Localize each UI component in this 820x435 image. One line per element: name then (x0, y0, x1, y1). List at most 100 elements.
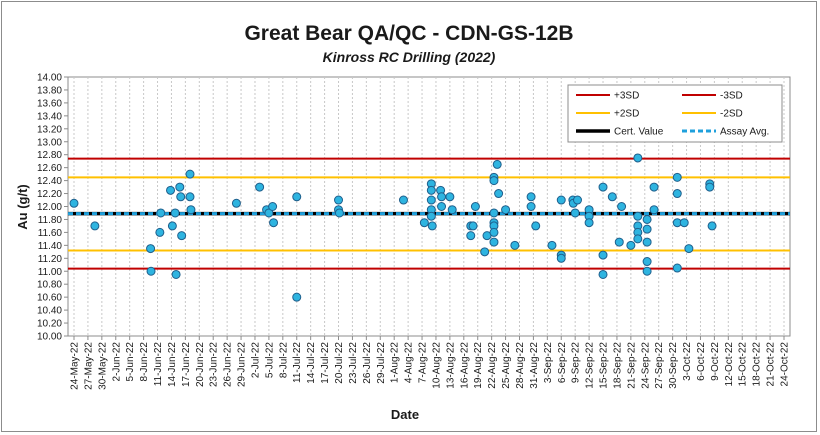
assay-point (255, 182, 265, 192)
x-tick-label: 14-Jun-22 (167, 342, 178, 387)
assay-point (672, 172, 682, 182)
x-tick-label: 15-Oct-22 (738, 342, 749, 387)
y-tick-label: 10.20 (37, 319, 62, 330)
x-tick-label: 8-Jun-22 (139, 342, 150, 382)
x-tick-label: 26-Jul-22 (362, 342, 373, 384)
y-tick-label: 12.20 (37, 189, 62, 200)
chart-subtitle: Kinross RC Drilling (2022) (323, 49, 496, 65)
assay-point (633, 234, 643, 244)
assay-point (468, 221, 478, 231)
assay-point (684, 244, 694, 254)
assay-point (231, 198, 241, 208)
assay-point (185, 169, 195, 179)
assay-point (167, 221, 177, 231)
assay-point (707, 221, 717, 231)
assay-point (547, 240, 557, 250)
x-axis-title: Date (391, 407, 419, 422)
assay-point (649, 205, 659, 215)
y-tick-label: 10.80 (37, 280, 62, 291)
x-tick-label: 27-Sep-22 (654, 342, 665, 389)
x-tick-label: 17-Jun-22 (181, 342, 192, 387)
assay-point (426, 185, 436, 195)
y-tick-label: 12.80 (37, 150, 62, 161)
assay-point (175, 182, 185, 192)
x-tick-label: 20-Jul-22 (334, 342, 345, 384)
assay-point (146, 266, 156, 276)
x-tick-label: 27-May-22 (83, 342, 94, 390)
legend-label: Assay Avg. (720, 127, 769, 138)
assay-point (466, 231, 476, 241)
x-tick-label: 13-Aug-22 (445, 342, 456, 389)
assay-point (426, 195, 436, 205)
x-tick-label: 2-Jun-22 (111, 342, 122, 382)
assay-point (489, 227, 499, 237)
x-tick-label: 23-Jul-22 (348, 342, 359, 384)
assay-point (177, 231, 187, 241)
x-tick-label: 15-Sep-22 (599, 342, 610, 389)
y-tick-label: 13.20 (37, 124, 62, 135)
x-tick-label: 14-Jul-22 (306, 342, 317, 384)
x-tick-label: 8-Jul-22 (278, 342, 289, 379)
assay-point (90, 221, 100, 231)
x-tick-label: 23-Jun-22 (209, 342, 220, 387)
x-tick-label: 1-Aug-22 (390, 342, 401, 384)
assay-point (642, 214, 652, 224)
y-tick-label: 10.60 (37, 293, 62, 304)
assay-point (494, 189, 504, 199)
x-tick-label: 22-Aug-22 (487, 342, 498, 389)
y-tick-label: 13.00 (37, 137, 62, 148)
x-tick-label: 4-Aug-22 (404, 342, 415, 384)
assay-point (269, 218, 279, 228)
x-tick-label: 30-May-22 (97, 342, 108, 390)
assay-point (146, 244, 156, 254)
x-tick-label: 24-Sep-22 (640, 342, 651, 389)
assay-point (489, 208, 499, 218)
x-tick-label: 29-Jun-22 (237, 342, 248, 387)
x-tick-label: 5-Jul-22 (264, 342, 275, 379)
assay-point (672, 189, 682, 199)
assay-point (642, 257, 652, 267)
x-tick-label: 12-Sep-22 (585, 342, 596, 389)
assay-point (334, 195, 344, 205)
y-tick-label: 10.00 (37, 332, 62, 343)
assay-point (489, 237, 499, 247)
x-tick-label: 10-Aug-22 (431, 342, 442, 389)
assay-point (419, 218, 429, 228)
assay-point (614, 237, 624, 247)
assay-point (584, 218, 594, 228)
assay-point (705, 182, 715, 192)
assay-point (292, 192, 302, 202)
y-tick-label: 12.00 (37, 202, 62, 213)
assay-point (649, 182, 659, 192)
x-tick-label: 21-Oct-22 (766, 342, 777, 387)
x-tick-label: 17-Jul-22 (320, 342, 331, 384)
assay-point (426, 211, 436, 221)
assay-point (445, 192, 455, 202)
x-tick-label: 5-Jun-22 (125, 342, 136, 382)
legend-label: +2SD (614, 109, 639, 120)
y-tick-label: 14.00 (37, 73, 62, 84)
assay-point (398, 195, 408, 205)
x-tick-label: 21-Sep-22 (626, 342, 637, 389)
x-tick-label: 24-Oct-22 (780, 342, 791, 387)
x-tick-label: 3-Oct-22 (682, 342, 693, 381)
assay-point (470, 202, 480, 211)
assay-point (642, 224, 652, 234)
assay-point (556, 195, 566, 205)
assay-point (447, 205, 457, 215)
assay-point (170, 208, 180, 218)
assay-point (672, 263, 682, 273)
y-tick-label: 10.40 (37, 306, 62, 317)
assay-point (572, 195, 582, 205)
x-tick-label: 9-Sep-22 (571, 342, 582, 384)
x-tick-label: 20-Jun-22 (195, 342, 206, 387)
assay-point (633, 211, 643, 221)
x-tick-label: 12-Oct-22 (724, 342, 735, 387)
assay-point (598, 269, 608, 279)
y-axis-ticks: 10.00 10.20 10.40 10.60 10.80 11.00 11.20 11.40… (37, 73, 68, 343)
y-tick-label: 13.40 (37, 111, 62, 122)
assay-point (437, 202, 447, 211)
assay-point (334, 208, 344, 218)
assay-point (526, 202, 536, 211)
